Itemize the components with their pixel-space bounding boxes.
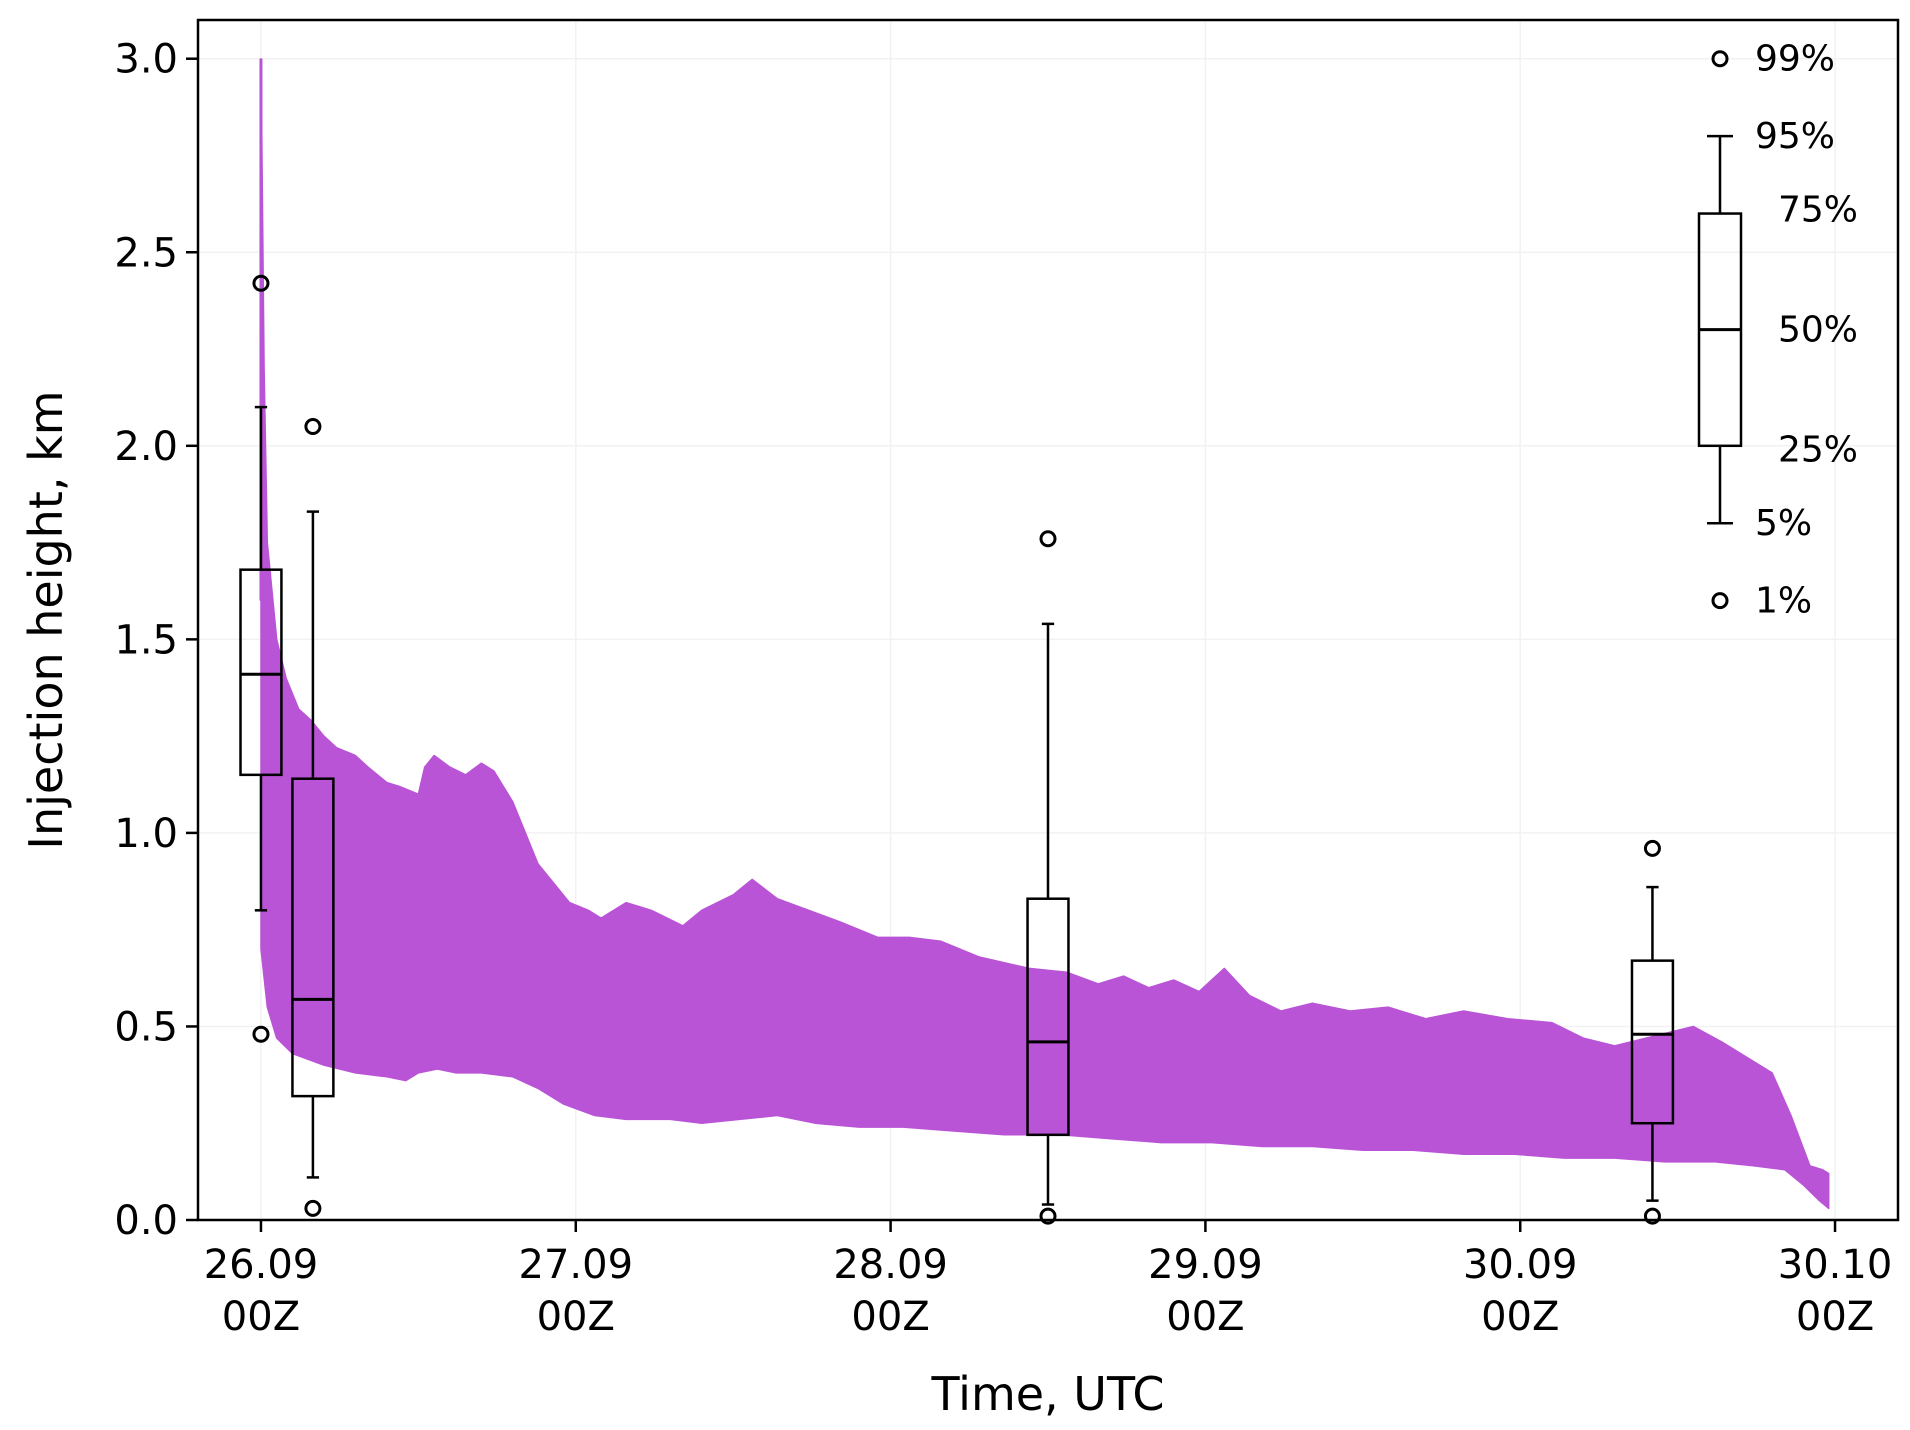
boxplot-1-flier-high xyxy=(304,417,322,435)
boxplot-3 xyxy=(1630,839,1675,1225)
legend-box-flier-low xyxy=(1711,592,1729,610)
x-tick-label-2: 28.09 xyxy=(833,1242,948,1288)
boxplot-3-flier-high xyxy=(1643,839,1661,857)
x-tick-sublabel-1: 00Z xyxy=(537,1294,615,1340)
y-axis-label: Injection height, km xyxy=(19,390,73,849)
legend-box-flier-high xyxy=(1711,50,1729,68)
x-axis-label: Time, UTC xyxy=(930,1367,1164,1421)
height-range-band xyxy=(260,57,1830,1210)
boxplot-3-iqr-box xyxy=(1630,959,1675,1125)
boxplot-0-iqr-box xyxy=(239,568,283,777)
legend-label-75: 75% xyxy=(1778,190,1858,231)
boxplot-legend: 99% 95% 75% 50% 25% 5% 1% xyxy=(1697,39,1858,622)
plot-frame xyxy=(196,18,1900,1222)
boxplot-layer xyxy=(239,274,1675,1225)
boxplot-2 xyxy=(1026,530,1070,1225)
boxplot-0 xyxy=(239,274,283,1043)
x-tick-sublabel-5: 00Z xyxy=(1796,1294,1874,1340)
x-tick-label-0: 26.09 xyxy=(204,1242,319,1288)
x-tick-sublabel-4: 00Z xyxy=(1481,1294,1559,1340)
x-tick-label-1: 27.09 xyxy=(519,1242,634,1288)
boxplot-3-flier-low xyxy=(1643,1207,1661,1225)
y-tick-label-5: 2.5 xyxy=(114,230,178,276)
legend-label-25: 25% xyxy=(1778,430,1858,471)
boxplot-1-iqr-box xyxy=(291,777,335,1098)
x-tick-label-5: 30.10 xyxy=(1778,1242,1893,1288)
boxplot-1-flier-low xyxy=(304,1199,322,1217)
legend-label-95: 95% xyxy=(1755,116,1835,157)
boxplot-2-flier-low xyxy=(1039,1207,1057,1225)
x-tick-label-4: 30.09 xyxy=(1463,1242,1578,1288)
boxplot-0-flier-high xyxy=(252,274,270,292)
boxplot-1 xyxy=(291,417,335,1217)
x-tick-label-3: 29.09 xyxy=(1148,1242,1263,1288)
legend-label-5: 5% xyxy=(1755,503,1812,544)
legend-label-99: 99% xyxy=(1755,39,1835,80)
y-tick-label-6: 3.0 xyxy=(114,37,178,83)
axes: 26.09 00Z 27.09 00Z 28.09 00Z 29.09 00Z 30.09 00Z… xyxy=(114,37,1892,1340)
y-tick-label-3: 1.5 xyxy=(114,617,178,663)
boxplot-2-iqr-box xyxy=(1026,897,1070,1137)
boxplot-0-flier-low xyxy=(252,1025,270,1043)
legend-label-1: 1% xyxy=(1755,581,1812,622)
x-tick-sublabel-3: 00Z xyxy=(1166,1294,1244,1340)
y-tick-label-1: 0.5 xyxy=(114,1004,178,1050)
x-tick-sublabel-0: 00Z xyxy=(222,1294,300,1340)
y-tick-label-0: 0.0 xyxy=(114,1198,178,1244)
x-tick-sublabel-2: 00Z xyxy=(851,1294,929,1340)
boxplot-2-flier-high xyxy=(1039,530,1057,548)
y-tick-label-4: 2.0 xyxy=(114,424,178,470)
legend-box xyxy=(1697,50,1743,610)
y-tick-label-2: 1.0 xyxy=(114,811,178,857)
legend-label-50: 50% xyxy=(1778,310,1858,351)
